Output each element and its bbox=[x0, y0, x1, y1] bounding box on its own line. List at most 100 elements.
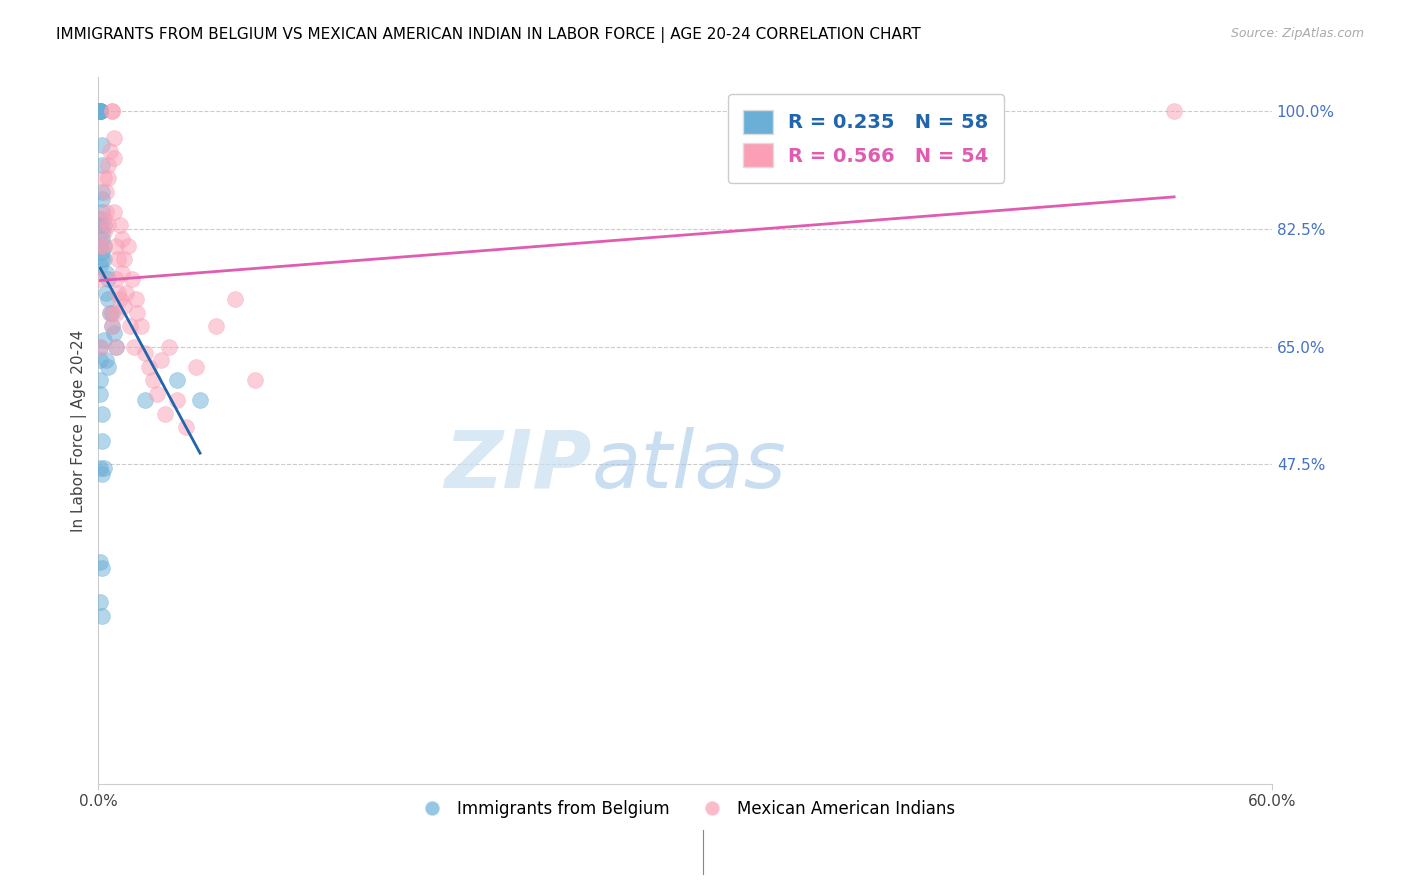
Point bbox=[124, 293, 146, 307]
Point bbox=[188, 393, 211, 408]
Point bbox=[138, 359, 160, 374]
Point bbox=[89, 104, 111, 119]
Point bbox=[93, 219, 115, 233]
Point bbox=[89, 104, 111, 119]
Point bbox=[91, 185, 114, 199]
Point bbox=[101, 306, 124, 320]
Point bbox=[89, 104, 111, 119]
Point bbox=[224, 293, 246, 307]
Point bbox=[89, 211, 111, 226]
Point bbox=[127, 306, 149, 320]
Text: atlas: atlas bbox=[592, 427, 786, 505]
Point bbox=[111, 232, 134, 246]
Point bbox=[91, 467, 114, 482]
Point bbox=[93, 460, 115, 475]
Point bbox=[166, 373, 188, 387]
Text: ZIP: ZIP bbox=[444, 427, 592, 505]
Point bbox=[1163, 104, 1185, 119]
Point bbox=[103, 151, 125, 165]
Point bbox=[93, 252, 115, 266]
Point bbox=[134, 346, 156, 360]
Point bbox=[98, 145, 121, 159]
Point bbox=[186, 359, 208, 374]
Point bbox=[97, 158, 120, 172]
Point bbox=[122, 339, 145, 353]
Point bbox=[96, 266, 118, 280]
Point bbox=[104, 306, 127, 320]
Point bbox=[89, 104, 111, 119]
Point bbox=[91, 407, 114, 421]
Point bbox=[89, 219, 111, 233]
Point bbox=[98, 306, 121, 320]
Point bbox=[93, 333, 115, 347]
Point bbox=[108, 293, 131, 307]
Point bbox=[101, 319, 124, 334]
Point bbox=[89, 104, 111, 119]
Point bbox=[117, 238, 139, 252]
Point bbox=[89, 104, 111, 119]
Point bbox=[89, 595, 111, 609]
Point bbox=[101, 104, 124, 119]
Point bbox=[89, 460, 111, 475]
Point bbox=[142, 373, 165, 387]
Point bbox=[96, 285, 118, 300]
Point bbox=[112, 299, 135, 313]
Point bbox=[91, 561, 114, 575]
Point bbox=[89, 104, 111, 119]
Point bbox=[91, 225, 114, 239]
Point bbox=[107, 252, 129, 266]
Text: IMMIGRANTS FROM BELGIUM VS MEXICAN AMERICAN INDIAN IN LABOR FORCE | AGE 20-24 CO: IMMIGRANTS FROM BELGIUM VS MEXICAN AMERI… bbox=[56, 27, 921, 43]
Point bbox=[111, 266, 134, 280]
Point bbox=[176, 420, 198, 434]
Point bbox=[89, 238, 111, 252]
Point bbox=[91, 252, 114, 266]
Point bbox=[89, 373, 111, 387]
Point bbox=[91, 434, 114, 448]
Point bbox=[91, 608, 114, 623]
Point bbox=[97, 359, 120, 374]
Point bbox=[96, 353, 118, 368]
Point bbox=[89, 386, 111, 401]
Point bbox=[101, 104, 124, 119]
Text: Source: ZipAtlas.com: Source: ZipAtlas.com bbox=[1230, 27, 1364, 40]
Point bbox=[112, 252, 135, 266]
Point bbox=[153, 407, 176, 421]
Point bbox=[91, 245, 114, 260]
Point bbox=[114, 285, 136, 300]
Point bbox=[89, 104, 111, 119]
Point bbox=[97, 293, 120, 307]
Point bbox=[89, 104, 111, 119]
Point bbox=[107, 285, 129, 300]
Point bbox=[98, 306, 121, 320]
Point bbox=[91, 232, 114, 246]
Point bbox=[243, 373, 266, 387]
Point bbox=[89, 353, 111, 368]
Point bbox=[93, 225, 115, 239]
Point bbox=[104, 272, 127, 286]
Point bbox=[134, 393, 156, 408]
Point bbox=[131, 319, 153, 334]
Legend: Immigrants from Belgium, Mexican American Indians: Immigrants from Belgium, Mexican America… bbox=[409, 794, 962, 825]
Point bbox=[89, 104, 111, 119]
Point bbox=[118, 319, 141, 334]
Point bbox=[89, 272, 111, 286]
Point bbox=[96, 185, 118, 199]
Point bbox=[149, 353, 172, 368]
Y-axis label: In Labor Force | Age 20-24: In Labor Force | Age 20-24 bbox=[72, 329, 87, 532]
Point bbox=[96, 205, 118, 219]
Point bbox=[146, 386, 169, 401]
Point bbox=[104, 238, 127, 252]
Point bbox=[104, 339, 127, 353]
Point bbox=[121, 272, 143, 286]
Point bbox=[97, 171, 120, 186]
Point bbox=[103, 326, 125, 340]
Point bbox=[89, 259, 111, 273]
Point bbox=[157, 339, 180, 353]
Point bbox=[89, 555, 111, 569]
Point bbox=[104, 339, 127, 353]
Point bbox=[91, 158, 114, 172]
Point bbox=[91, 192, 114, 206]
Point bbox=[97, 272, 120, 286]
Point bbox=[103, 205, 125, 219]
Point bbox=[89, 104, 111, 119]
